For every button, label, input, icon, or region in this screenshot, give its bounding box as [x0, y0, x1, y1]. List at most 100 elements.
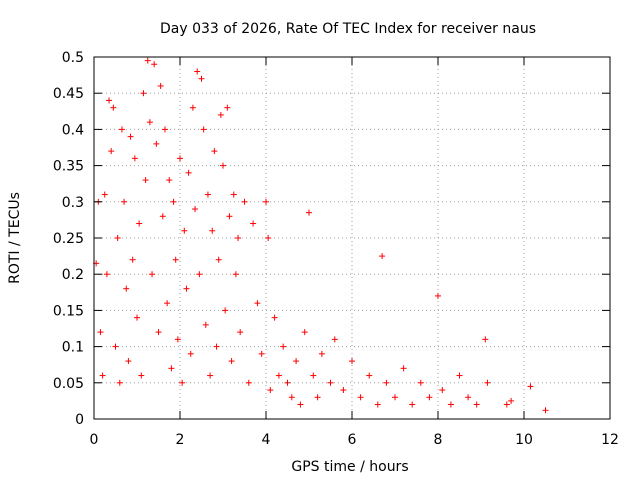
data-point: [149, 271, 156, 278]
data-point: [134, 314, 140, 321]
y-tick-label: 0.5: [62, 50, 84, 66]
data-point: [146, 119, 153, 126]
chart-title: Day 033 of 2026, Rate Of TEC Index for r…: [160, 21, 536, 37]
x-tick-label: 10: [515, 432, 533, 448]
data-point: [426, 394, 433, 401]
data-point: [417, 379, 424, 386]
data-point: [482, 336, 489, 343]
data-point: [366, 372, 373, 379]
data-point: [136, 220, 143, 227]
data-point: [97, 329, 104, 336]
grid-lines: [94, 57, 610, 419]
data-point: [121, 198, 128, 205]
y-tick-label: 0.25: [53, 231, 84, 247]
data-points: [93, 57, 549, 414]
data-point: [265, 235, 272, 241]
data-point: [108, 148, 115, 155]
data-point: [220, 162, 226, 169]
data-point: [222, 307, 229, 314]
data-point: [383, 379, 390, 386]
data-point: [340, 387, 347, 394]
data-point: [293, 358, 300, 365]
data-point: [172, 256, 179, 263]
data-point: [235, 235, 242, 241]
data-point: [392, 394, 398, 401]
data-point: [153, 140, 160, 147]
data-point: [161, 126, 168, 133]
y-tick-label: 0.3: [62, 195, 84, 211]
data-point: [198, 75, 205, 82]
data-point: [447, 401, 454, 408]
y-tick-label: 0.1: [62, 340, 84, 356]
data-point: [204, 191, 211, 198]
data-point: [237, 329, 244, 336]
data-point: [164, 300, 171, 307]
data-point: [508, 397, 515, 404]
data-point: [267, 387, 274, 394]
data-point: [473, 401, 480, 408]
data-point: [280, 343, 287, 350]
data-point: [155, 329, 162, 336]
data-point: [357, 394, 364, 401]
x-tick-label: 12: [601, 432, 619, 448]
data-point: [101, 191, 108, 198]
data-point: [159, 213, 166, 220]
data-point: [439, 387, 446, 394]
data-point: [241, 198, 248, 205]
data-point: [250, 220, 257, 227]
x-tick-label: 6: [348, 432, 357, 448]
data-point: [127, 133, 134, 140]
y-tick-label: 0.05: [53, 376, 84, 392]
data-point: [435, 292, 441, 299]
x-tick-label: 8: [434, 432, 443, 448]
data-point: [144, 57, 151, 64]
data-point: [114, 235, 121, 241]
data-point: [166, 177, 173, 184]
data-point: [327, 379, 334, 386]
data-point: [209, 227, 216, 234]
data-point: [110, 104, 117, 111]
data-point: [217, 111, 224, 118]
data-point: [465, 394, 472, 401]
data-point: [456, 372, 463, 379]
data-point: [202, 321, 209, 328]
axis-ticks: 0 2 4 6 8 10 12 0 0.05 0.1 0.15 0.2 0.25 0.3 0.35 0.4 0.…: [53, 50, 619, 448]
data-point: [271, 314, 278, 321]
data-point: [174, 336, 181, 343]
y-axis-label: ROTI / TECUs: [7, 192, 23, 284]
data-point: [106, 97, 113, 104]
data-point: [112, 343, 119, 350]
data-point: [200, 126, 207, 133]
data-point: [99, 372, 106, 379]
data-point: [503, 401, 510, 408]
data-point: [183, 285, 190, 292]
data-point: [142, 177, 149, 184]
x-axis-label: GPS time / hours: [291, 459, 408, 475]
data-point: [189, 104, 196, 111]
data-point: [215, 256, 222, 263]
data-point: [232, 271, 239, 278]
data-point: [230, 191, 237, 198]
data-point: [116, 379, 123, 386]
data-point: [224, 104, 231, 111]
data-point: [226, 213, 233, 220]
data-point: [131, 155, 138, 162]
data-point: [349, 358, 355, 365]
data-point: [400, 365, 407, 372]
data-point: [254, 300, 261, 307]
data-point: [138, 372, 145, 379]
x-tick-label: 2: [176, 432, 185, 448]
data-point: [263, 198, 269, 205]
data-point: [196, 271, 203, 278]
data-point: [177, 155, 183, 162]
y-tick-label: 0: [75, 412, 84, 428]
data-point: [170, 198, 177, 205]
x-tick-label: 4: [262, 432, 271, 448]
data-point: [211, 148, 218, 155]
data-point: [409, 401, 416, 408]
data-point: [484, 379, 491, 386]
y-tick-label: 0.45: [53, 86, 84, 102]
data-point: [245, 379, 252, 386]
data-point: [187, 350, 194, 357]
data-point: [125, 358, 132, 365]
